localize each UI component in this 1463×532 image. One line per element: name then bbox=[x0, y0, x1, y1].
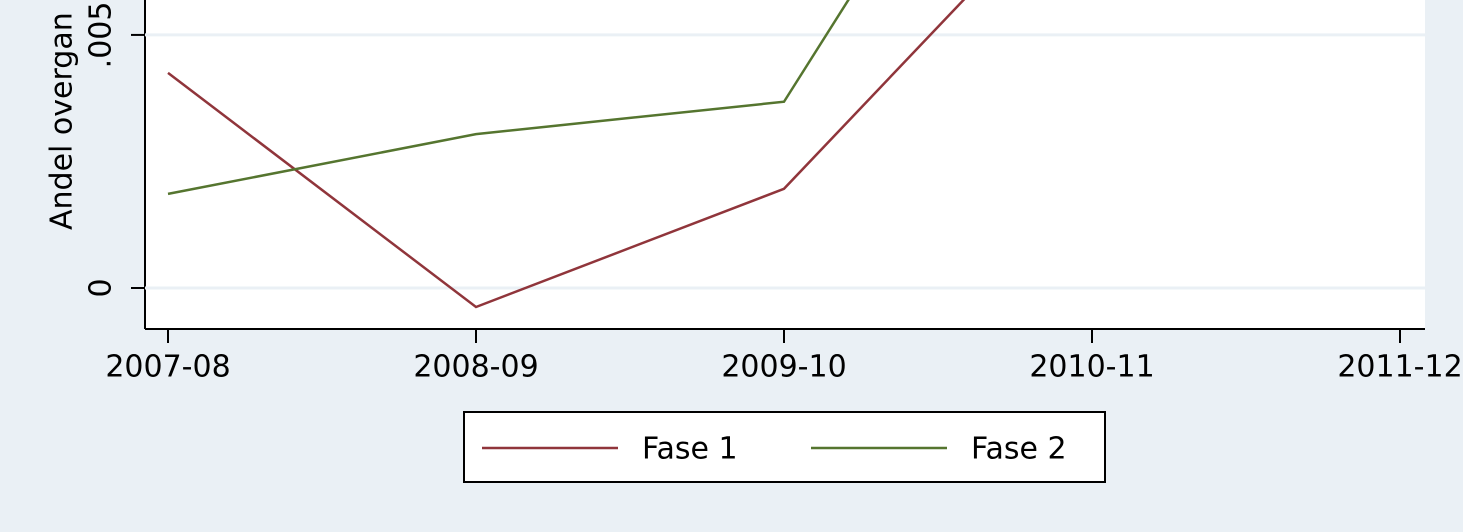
x-tick-label: 2011-12 bbox=[1337, 350, 1462, 385]
legend-label: Fase 1 bbox=[642, 432, 738, 467]
y-axis-label: Andel overgan bbox=[45, 12, 80, 230]
y-tick-label: 0 bbox=[84, 278, 119, 297]
y-tick-label: .005 bbox=[84, 2, 119, 69]
x-tick-label: 2009-10 bbox=[721, 350, 846, 385]
x-tick-label: 2007-08 bbox=[105, 350, 230, 385]
plot-lines bbox=[167, 0, 966, 309]
legend-label: Fase 2 bbox=[971, 432, 1067, 467]
series-line bbox=[167, 0, 850, 196]
x-tick-label: 2008-09 bbox=[413, 350, 538, 385]
series-line bbox=[167, 0, 966, 309]
x-tick-label: 2010-11 bbox=[1029, 350, 1154, 385]
plot-area bbox=[145, 0, 1425, 329]
